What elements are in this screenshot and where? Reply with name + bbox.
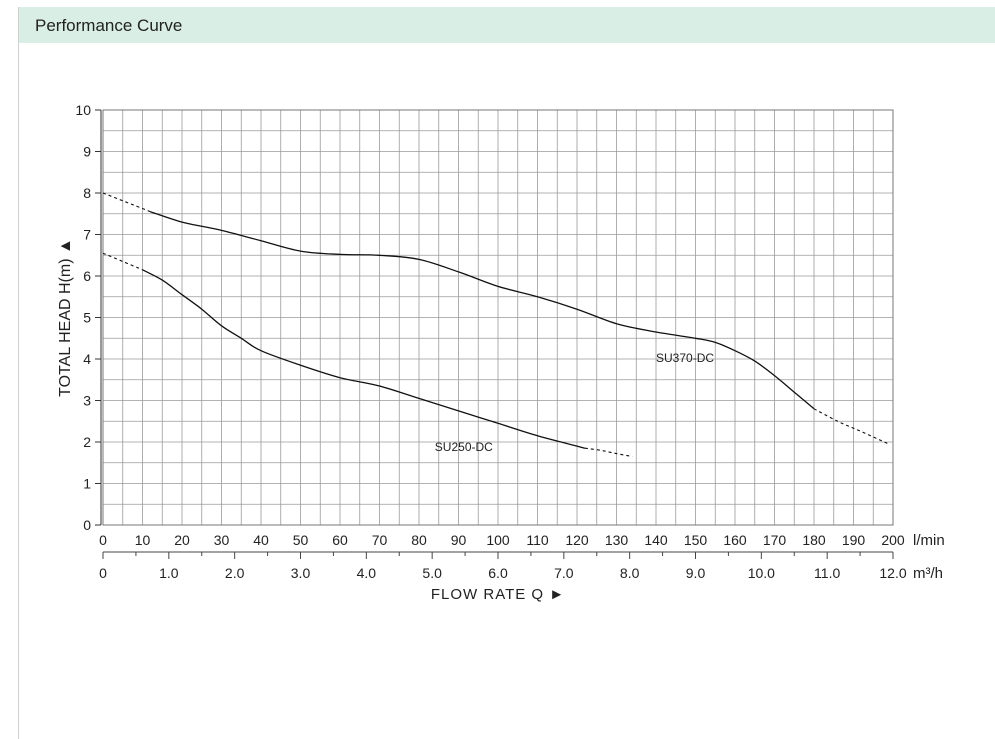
x-tick-label: 200 [881, 532, 905, 548]
x-tick-label: 160 [723, 532, 747, 548]
performance-curve-panel: Performance Curve [18, 7, 995, 739]
x2-tick-label: 7.0 [554, 565, 574, 581]
x-tick-label: 40 [253, 532, 269, 548]
y-axis-title: TOTAL HEAD H(m) ▲ [57, 238, 74, 397]
series-su370-dc-curve [150, 211, 815, 410]
x-tick-label: 90 [451, 532, 467, 548]
plot-frame [102, 109, 894, 526]
y-tick-label: 4 [83, 351, 91, 367]
x-tick-label: 50 [293, 532, 309, 548]
x-tick-label: 60 [332, 532, 348, 548]
x-axis-title: FLOW RATE Q ► [431, 586, 565, 603]
series-label-su250-dc: SU250-DC [435, 440, 493, 454]
chart-axes [95, 109, 894, 559]
x2-tick-label: 0 [99, 565, 107, 581]
x-tick-label: 170 [763, 532, 787, 548]
x2-tick-label: 1.0 [159, 565, 179, 581]
x-tick-label: 140 [644, 532, 668, 548]
x-unit-label: l/min [913, 532, 945, 549]
x2-tick-label: 8.0 [620, 565, 640, 581]
x-tick-label: 20 [174, 532, 190, 548]
x2-tick-label: 4.0 [357, 565, 377, 581]
chart-series [102, 192, 890, 458]
series-su370-dc-dashed-end [813, 408, 890, 445]
x-tick-label: 180 [802, 532, 826, 548]
x-tick-label: 0 [99, 532, 107, 548]
x-tick-label: 80 [411, 532, 427, 548]
x-tick-label: 150 [684, 532, 708, 548]
chart-grid [102, 109, 894, 526]
x2-tick-label: 3.0 [291, 565, 311, 581]
y-tick-label: 7 [83, 227, 91, 243]
x-tick-label: 120 [565, 532, 589, 548]
x2-tick-label: 9.0 [686, 565, 706, 581]
y-tick-label: 2 [83, 434, 91, 450]
y-tick-label: 0 [83, 517, 91, 533]
x-tick-label: 130 [605, 532, 629, 548]
y-tick-label: 3 [83, 393, 91, 409]
y-tick-label: 9 [83, 144, 91, 160]
x-tick-label: 190 [842, 532, 866, 548]
x2-unit-label: m³/h [913, 565, 943, 582]
y-tick-label: 6 [83, 268, 91, 284]
x2-tick-label: 10.0 [748, 565, 775, 581]
y-tick-label: 10 [75, 102, 91, 118]
series-label-su370-dc: SU370-DC [656, 351, 714, 365]
y-tick-label: 8 [83, 185, 91, 201]
x2-tick-label: 2.0 [225, 565, 245, 581]
series-su250-dc-dashed-end [584, 447, 633, 458]
panel-title: Performance Curve [35, 16, 183, 35]
x2-tick-label: 5.0 [422, 565, 442, 581]
y-tick-label: 1 [83, 476, 91, 492]
panel-header: Performance Curve [19, 7, 995, 43]
x-tick-label: 110 [526, 532, 549, 548]
series-su370-dc-dashed-start [102, 192, 151, 213]
y-tick-label: 5 [83, 310, 91, 326]
x-tick-label: 10 [135, 532, 151, 548]
x-tick-label: 30 [214, 532, 230, 548]
x-tick-label: 100 [486, 532, 510, 548]
x2-tick-label: 6.0 [488, 565, 508, 581]
series-su250-dc-dashed-start [102, 252, 143, 271]
series-su250-dc-curve [142, 269, 586, 449]
x2-tick-label: 12.0 [879, 565, 906, 581]
x2-tick-label: 11.0 [814, 565, 840, 581]
x-tick-label: 70 [372, 532, 388, 548]
